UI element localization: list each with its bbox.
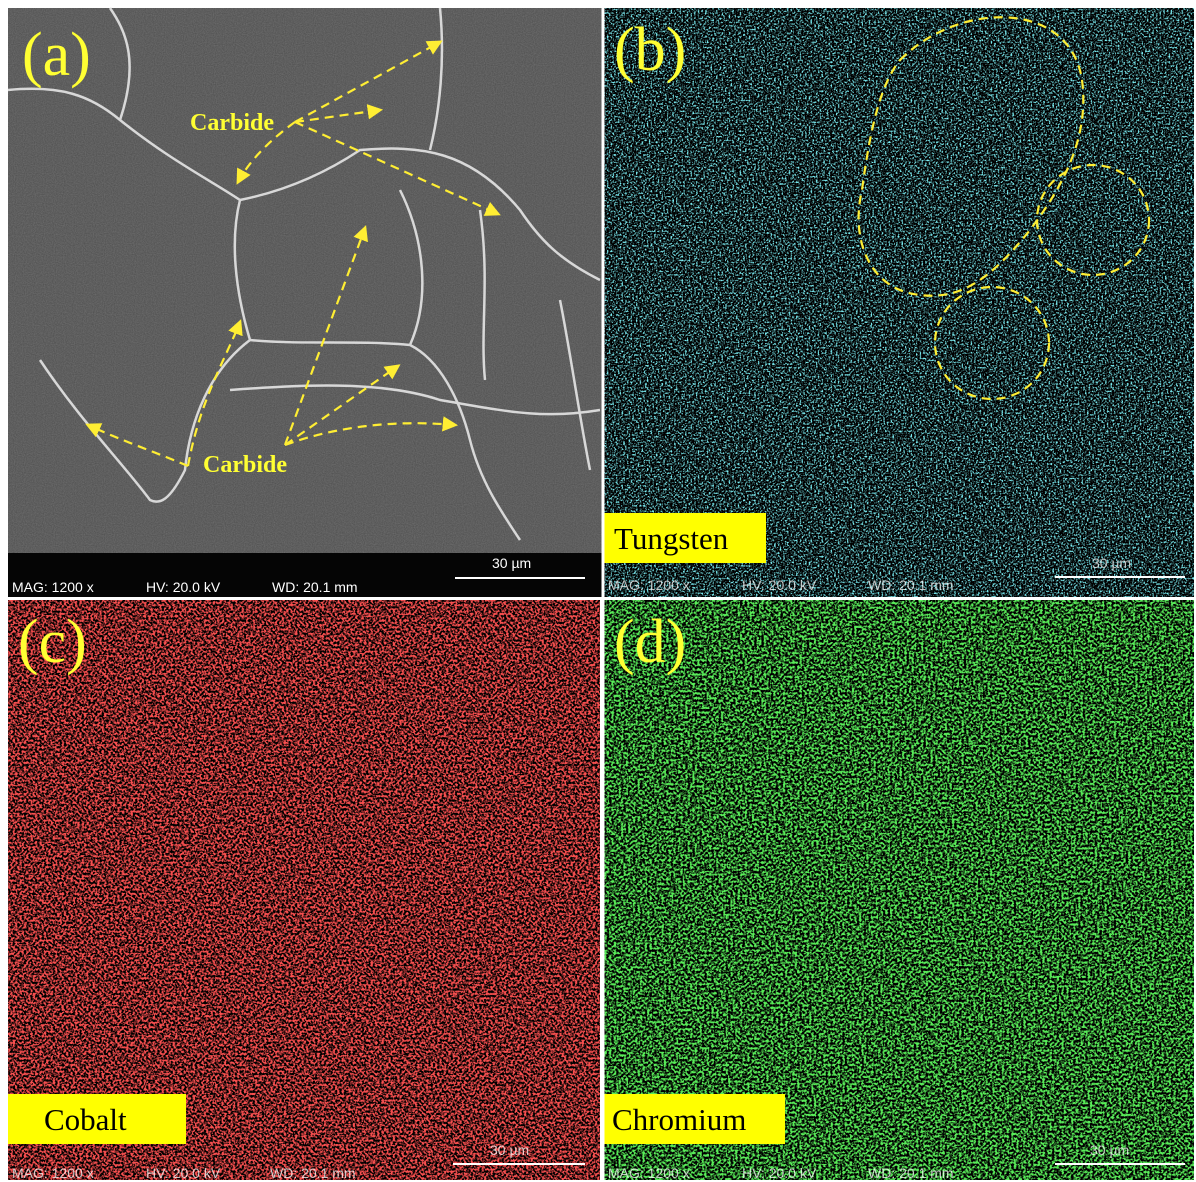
element-box [604, 1094, 785, 1144]
info-bar [8, 553, 602, 597]
annotation: Carbide [203, 452, 287, 478]
texture [8, 600, 600, 1180]
element-name: Chromium [612, 1102, 746, 1137]
texture [604, 8, 1194, 597]
panel-d: (d) Chromium MAG: 1200 x HV: 20.0 kV WD:… [604, 600, 1194, 1181]
panel-c: (c) Cobalt MAG: 1200 x HV: 20.0 kV WD: 2… [8, 600, 600, 1181]
magnification: MAG: 1200 x [608, 577, 690, 593]
annotation: Carbide [190, 110, 274, 136]
texture [604, 600, 1194, 1180]
panel-b: (b) Tungsten MAG: 1200 x HV: 20.0 kV WD:… [604, 8, 1194, 597]
panel-label: (c) [18, 608, 87, 676]
panel-label: (a) [22, 21, 91, 89]
scale-label: 30 µm [490, 1142, 529, 1158]
working-distance: WD: 20.1 mm [868, 577, 954, 593]
panel-label: (b) [614, 16, 686, 84]
scale-label: 30 µm [1090, 1142, 1129, 1158]
working-distance: WD: 20.1 mm [868, 1165, 954, 1181]
scale-label: 30 µm [492, 555, 531, 571]
panel-a: (a) Carbide Carbide MAG: 1200 x HV: 20.0… [7, 7, 602, 597]
element-name: Tungsten [614, 521, 729, 556]
voltage: HV: 20.0 kV [742, 577, 817, 593]
scale-label: 30 µm [1092, 555, 1131, 571]
arrows [85, 40, 501, 468]
texture [8, 8, 602, 553]
element-box [8, 1094, 186, 1144]
highlight-circles [857, 16, 1151, 401]
element-name: Cobalt [44, 1102, 127, 1137]
panel-label: (d) [614, 608, 686, 676]
working-distance: WD: 20.1 mm [272, 579, 358, 595]
magnification: MAG: 1200 x [12, 579, 94, 595]
working-distance: WD: 20.1 mm [270, 1165, 356, 1181]
voltage: HV: 20.0 kV [146, 1165, 221, 1181]
magnification: MAG: 1200 x [608, 1165, 690, 1181]
element-box [604, 513, 766, 563]
voltage: HV: 20.0 kV [742, 1165, 817, 1181]
magnification: MAG: 1200 x [12, 1165, 94, 1181]
voltage: HV: 20.0 kV [146, 579, 221, 595]
grain-boundaries [7, 7, 601, 541]
